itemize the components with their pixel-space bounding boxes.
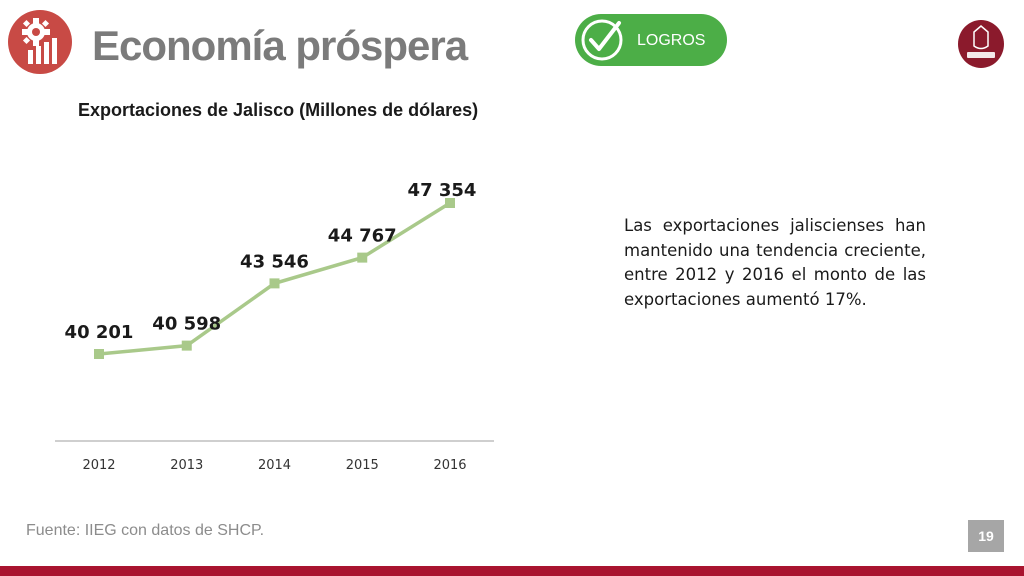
chart-title: Exportaciones de Jalisco (Millones de dó… [78,100,479,120]
x-tick-label-2014: 2014 [258,458,291,473]
source-note: Fuente: IIEG con datos de SHCP. [26,522,265,539]
point-marker-2014 [269,278,280,289]
logros-label: LOGROS [637,32,706,49]
footer-bar [0,566,1024,576]
point-marker-2012 [94,349,104,359]
x-tick-label-2012: 2012 [82,458,115,473]
data-label-2012: 40 201 [65,322,134,343]
series-markers [94,198,455,359]
description-text: Las exportaciones jaliscienses han mante… [624,216,926,309]
x-tick-label-2015: 2015 [346,458,379,473]
point-marker-2016 [445,198,455,208]
data-label-2015: 44 767 [328,226,397,247]
jalisco-logo [958,20,1004,68]
page-title: Economía próspera [92,22,468,69]
x-tick-label-2013: 2013 [170,458,203,473]
data-label-2016: 47 354 [408,180,477,201]
point-marker-2013 [181,340,192,351]
data-labels: 40 201 40 598 43 546 44 767 47 354 [65,180,477,343]
checkmark-icon [581,19,623,61]
economy-gear-chart-icon [8,10,72,74]
x-tick-label-2016: 2016 [433,458,466,473]
logros-badge: LOGROS [575,14,727,66]
data-label-2014: 43 546 [240,251,309,272]
page-number: 19 [968,520,1004,552]
point-marker-2015 [357,252,368,263]
x-axis-ticks: 2012 2013 2014 2015 2016 [82,458,466,473]
data-label-2013: 40 598 [152,314,221,335]
